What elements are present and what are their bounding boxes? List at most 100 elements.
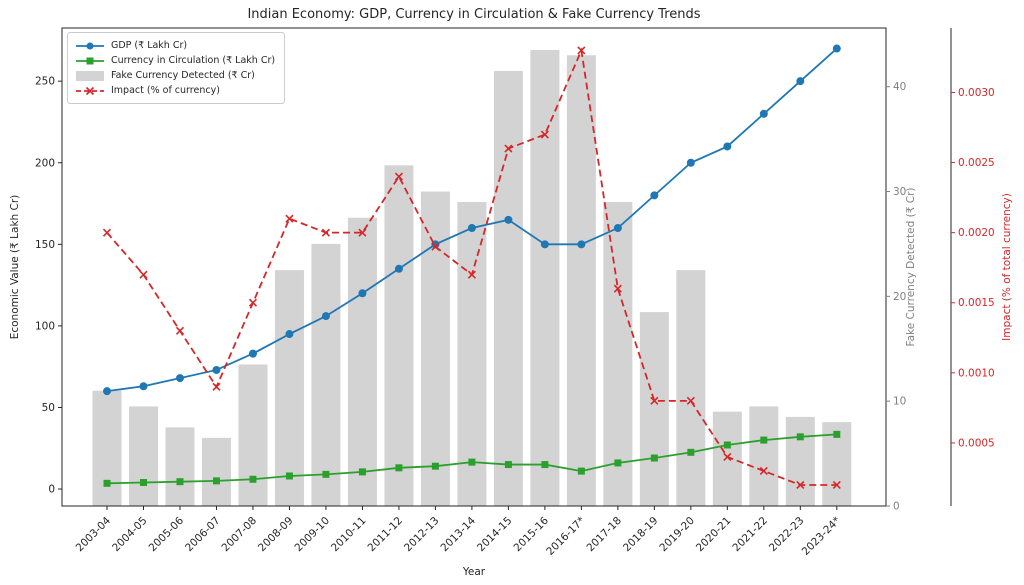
- fake-currency-axis-tick-label: 20: [893, 291, 906, 303]
- legend-glyph-shape: [76, 70, 104, 81]
- currency-point: [176, 478, 184, 486]
- left-y-axis-label: Economic Value (₹ Lakh Cr): [9, 194, 21, 340]
- gdp-point: [796, 77, 805, 86]
- impact-axis-tick-label: 0.0025: [958, 157, 995, 169]
- bar: [201, 437, 231, 506]
- bar: [457, 202, 487, 506]
- fake-currency-axis-tick-label: 10: [893, 396, 906, 408]
- left-axis-tick-label: 150: [35, 239, 55, 251]
- legend: GDP (₹ Lakh Cr) Currency in Circulation …: [67, 32, 286, 104]
- legend-glyph-currency-line: [76, 57, 104, 64]
- impact-axis-tick-label: 0.0030: [958, 87, 995, 99]
- legend-glyph-gdp-line: [76, 42, 104, 49]
- impact-point: [394, 172, 403, 181]
- impact-point: [248, 298, 258, 307]
- x-axis-tick-label: 2021-22: [730, 515, 770, 555]
- left-axis-tick-label: 100: [35, 320, 55, 332]
- bar: [420, 191, 450, 507]
- legend-item-currency: Currency in Circulation (₹ Lakh Cr): [75, 53, 275, 68]
- x-axis-label: Year: [462, 566, 486, 578]
- currency-point: [358, 468, 366, 476]
- x-axis-tick-label: 2004-05: [110, 515, 150, 555]
- impact-point: [431, 242, 440, 251]
- currency-point: [468, 458, 476, 466]
- currency-point: [395, 464, 403, 472]
- bar: [712, 411, 742, 506]
- gdp-point: [723, 142, 732, 151]
- left-axis-tick-label: 250: [35, 76, 55, 88]
- x-axis-tick-label: 2012-13: [402, 515, 442, 555]
- legend-item-fake-currency: Fake Currency Detected (₹ Cr): [75, 68, 275, 83]
- gdp-point: [248, 349, 257, 358]
- x-axis-tick-label: 2019-20: [657, 515, 697, 555]
- currency-point: [687, 448, 695, 456]
- gdp-point: [467, 224, 476, 233]
- impact-point: [139, 270, 148, 279]
- gdp-point: [358, 289, 367, 298]
- impact-point: [285, 214, 294, 223]
- bar: [274, 270, 304, 506]
- gdp-point: [212, 365, 221, 374]
- legend-label-currency: Currency in Circulation (₹ Lakh Cr): [111, 55, 276, 66]
- right-outer-y-axis-label: Impact (% of total currency): [1001, 193, 1013, 341]
- gdp-point: [540, 240, 549, 249]
- gdp-point: [577, 240, 586, 249]
- gdp-point: [285, 330, 294, 339]
- currency-point: [614, 459, 622, 467]
- currency-point: [285, 472, 293, 480]
- impact-point: [321, 228, 331, 237]
- impact-point: [723, 452, 732, 462]
- bar: [785, 416, 815, 506]
- bar: [165, 427, 195, 506]
- gdp-point: [759, 109, 768, 118]
- x-axis-tick-label: 2018-19: [621, 515, 661, 555]
- gdp-point: [832, 44, 841, 53]
- legend-label-gdp: GDP (₹ Lakh Cr): [111, 40, 188, 51]
- gdp-point: [394, 264, 403, 273]
- x-axis-tick-label: 2008-09: [256, 515, 296, 555]
- impact-axis-tick-label: 0.0010: [958, 367, 995, 379]
- impact-axis-tick-label: 0.0005: [958, 437, 995, 449]
- impact-point: [759, 466, 768, 476]
- right-inner-y-axis-label: Fake Currency Detected (₹ Cr): [905, 187, 917, 347]
- x-axis-tick-label: 2003-04: [74, 514, 114, 554]
- x-axis-tick-label: 2010-11: [329, 515, 369, 555]
- impact-axis-tick-label: 0.0020: [958, 227, 995, 239]
- currency-point: [139, 479, 147, 487]
- x-axis-tick-label: 2006-07: [183, 515, 223, 555]
- currency-point: [431, 462, 439, 470]
- x-axis-tick-label: 2020-21: [694, 515, 734, 555]
- currency-point: [541, 461, 549, 469]
- impact-point: [613, 284, 622, 293]
- gdp-point: [321, 312, 330, 321]
- bar: [603, 202, 633, 506]
- x-axis-tick-label: 2011-12: [366, 515, 406, 555]
- gdp-point: [650, 191, 659, 200]
- bar: [639, 312, 669, 506]
- impact-point: [504, 144, 513, 153]
- currency-point: [723, 441, 731, 449]
- bar: [566, 55, 596, 506]
- x-axis-tick-label: 2009-10: [293, 515, 333, 555]
- fake-currency-axis-tick-label: 30: [893, 186, 906, 198]
- currency-point: [504, 461, 512, 469]
- bar: [749, 406, 779, 506]
- currency-point: [650, 454, 658, 462]
- bar: [347, 217, 377, 506]
- currency-point: [322, 470, 330, 478]
- legend-label-fake-currency: Fake Currency Detected (₹ Cr): [111, 70, 255, 81]
- left-axis-tick-label: 200: [35, 157, 55, 169]
- impact-axis-tick-label: 0.0015: [958, 297, 995, 309]
- legend-item-gdp: GDP (₹ Lakh Cr): [75, 38, 275, 53]
- left-axis-tick-label: 0: [48, 484, 55, 496]
- impact-point: [686, 396, 695, 405]
- x-axis-tick-label: 2013-14: [439, 514, 479, 554]
- currency-point: [103, 479, 111, 487]
- bar: [92, 390, 122, 506]
- gdp-point: [103, 387, 111, 396]
- impact-point: [832, 480, 841, 490]
- legend-glyph-shape: [86, 42, 94, 49]
- impact-point: [212, 382, 221, 391]
- x-axis-tick-label: 2017-18: [584, 515, 624, 555]
